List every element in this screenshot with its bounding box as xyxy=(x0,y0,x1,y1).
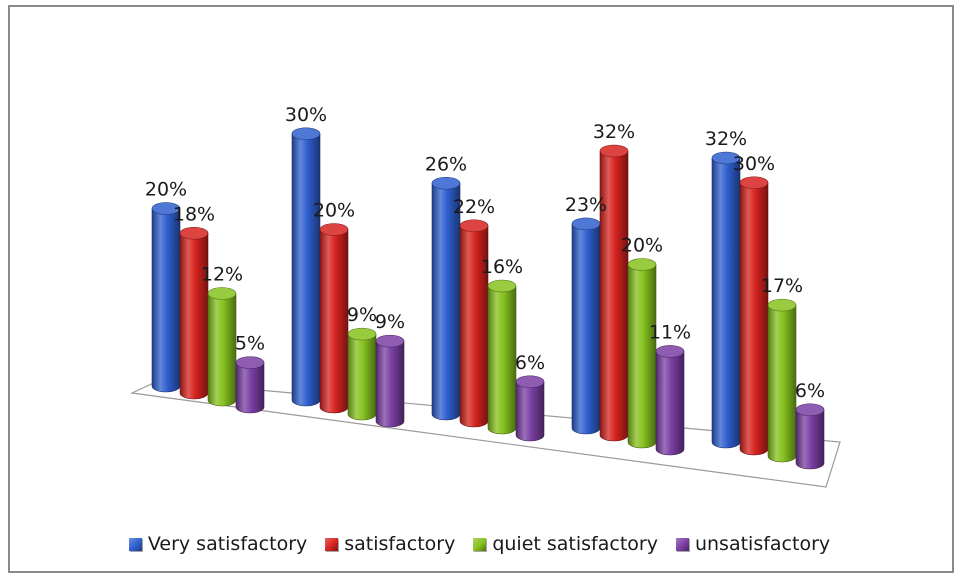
data-label: 20% xyxy=(313,200,355,222)
legend-swatch xyxy=(473,537,487,551)
data-label: 32% xyxy=(705,128,747,150)
bar-very-satisfactory-2 xyxy=(291,127,321,407)
data-label: 12% xyxy=(201,264,243,286)
bar-very-satisfactory-1 xyxy=(151,202,181,393)
bar-satisfactory-1 xyxy=(179,226,209,400)
data-label: 20% xyxy=(145,179,187,201)
legend-item-unsatisfactory: unsatisfactory xyxy=(675,533,831,555)
bar-quiet-satisfactory-1 xyxy=(207,287,237,407)
bar-quiet-satisfactory-4 xyxy=(627,258,657,449)
legend-label: unsatisfactory xyxy=(694,533,831,555)
bar-unsatisfactory-3 xyxy=(515,375,545,442)
legend-swatch xyxy=(128,537,142,551)
data-label: 5% xyxy=(235,333,265,355)
data-label: 32% xyxy=(593,121,635,143)
bar-unsatisfactory-4 xyxy=(655,345,685,456)
legend-item-very-satisfactory: Very satisfactory xyxy=(128,533,308,555)
legend-swatch xyxy=(325,537,339,551)
bar-very-satisfactory-3 xyxy=(431,176,461,421)
legend-label: satisfactory xyxy=(344,533,456,555)
bar-very-satisfactory-4 xyxy=(571,217,601,435)
chart-floor xyxy=(129,380,841,488)
legend-item-satisfactory: satisfactory xyxy=(325,533,455,555)
legend-swatch xyxy=(675,537,689,551)
data-label: 16% xyxy=(481,256,523,278)
data-label: 6% xyxy=(795,380,825,402)
data-label: 17% xyxy=(761,275,803,297)
data-label: 23% xyxy=(565,194,607,216)
legend: Very satisfactory satisfactory quiet satis… xyxy=(0,528,959,560)
data-label: 6% xyxy=(515,352,545,374)
legend-item-quiet-satisfactory: quiet satisfactory xyxy=(473,533,658,555)
bar-quiet-satisfactory-2 xyxy=(347,327,377,421)
bar-unsatisfactory-1 xyxy=(235,356,265,414)
data-label: 20% xyxy=(621,235,663,257)
data-label: 30% xyxy=(733,153,775,175)
bar-very-satisfactory-5 xyxy=(711,151,741,449)
bar-quiet-satisfactory-3 xyxy=(487,279,517,435)
bar-unsatisfactory-2 xyxy=(375,334,405,428)
bar-satisfactory-5 xyxy=(739,176,769,456)
legend-label: Very satisfactory xyxy=(147,533,308,555)
legend-label: quiet satisfactory xyxy=(492,533,658,555)
bar-satisfactory-2 xyxy=(319,223,349,414)
bar-unsatisfactory-5 xyxy=(795,403,825,470)
data-label: 18% xyxy=(173,203,215,225)
data-label: 22% xyxy=(453,196,495,218)
data-label: 30% xyxy=(285,104,327,126)
bar-satisfactory-4 xyxy=(599,144,629,442)
bar-satisfactory-3 xyxy=(459,219,489,428)
data-label: 26% xyxy=(425,153,467,175)
bar-quiet-satisfactory-5 xyxy=(767,298,797,463)
data-label: 9% xyxy=(375,311,405,333)
data-label: 9% xyxy=(347,304,377,326)
data-label: 11% xyxy=(649,321,691,343)
